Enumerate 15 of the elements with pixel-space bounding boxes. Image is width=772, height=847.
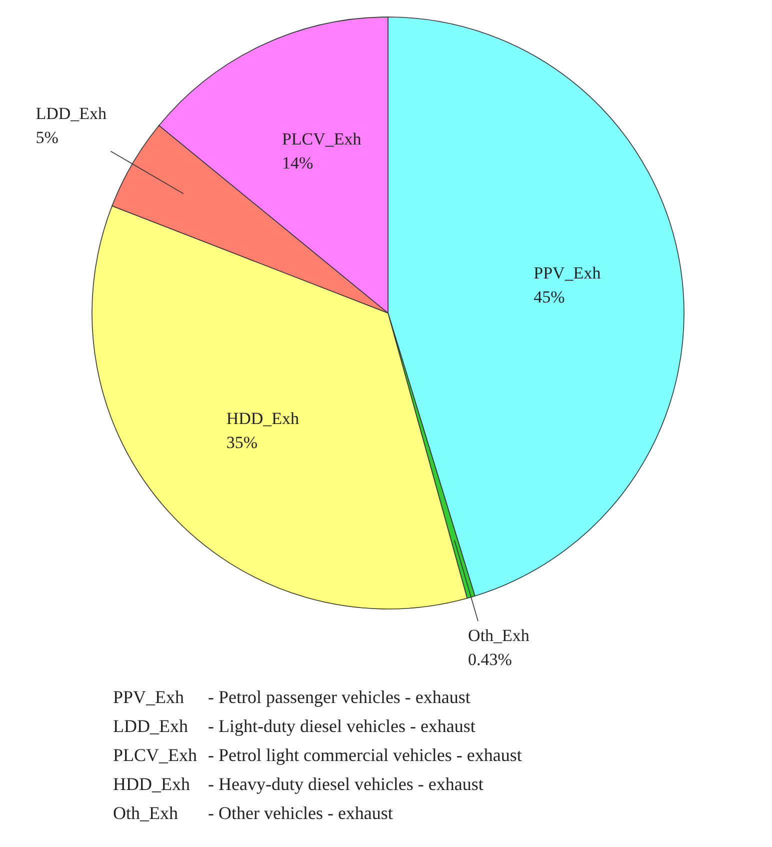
slice-label: HDD_Exh — [226, 409, 300, 428]
text: PPV_Exh - Petrol passenger vehicles - exhaust — [113, 687, 470, 707]
text: Oth_Exh - Other vehicles - exhaust — [113, 803, 393, 823]
data-label: 5% — [36, 128, 58, 148]
data-label: 14% — [282, 153, 314, 172]
slice-label: PPV_Exh — [534, 264, 602, 283]
slice-label: Oth_Exh — [468, 626, 530, 646]
text: LDD_Exh - Light-duty diesel vehicles - exhaust — [113, 716, 476, 736]
slice-label: LDD_Exh — [36, 104, 108, 124]
data-label: 35% — [226, 433, 258, 452]
text: HDD_Exh - Heavy-duty diesel vehicles - exhaust — [113, 774, 484, 794]
slice-label: PLCV_Exh — [282, 129, 362, 148]
text: PLCV_Exh - Petrol light commercial vehicles - exhaust — [113, 745, 522, 765]
data-label: 45% — [534, 288, 565, 307]
data-label: 0.43% — [468, 650, 512, 670]
